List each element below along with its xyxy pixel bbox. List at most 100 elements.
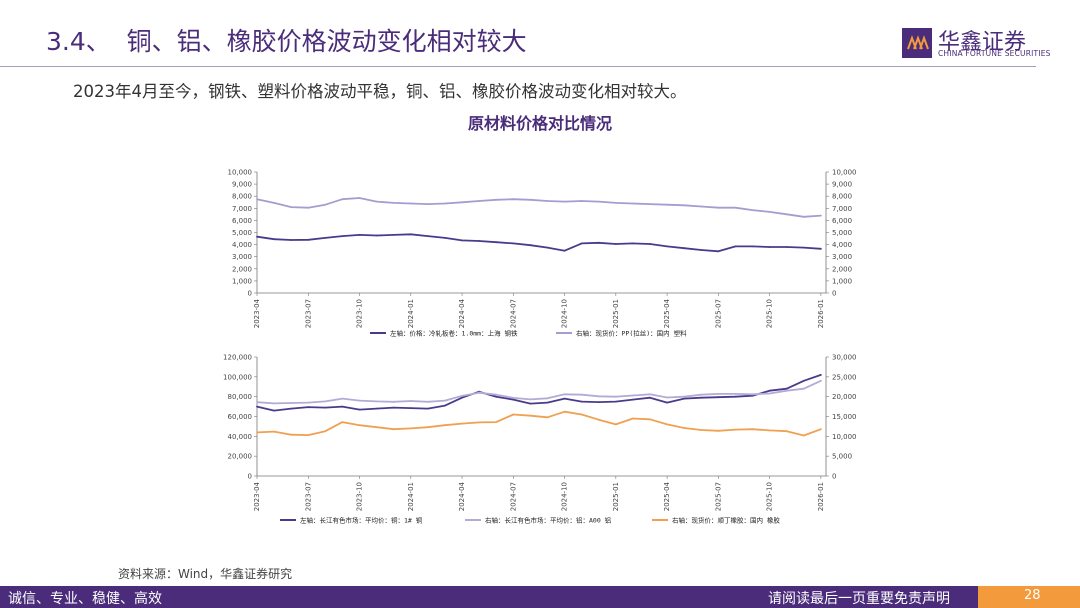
- series-2-point: [529, 198, 532, 201]
- series-2-point: [529, 398, 532, 401]
- x-tick-label: 2024-01: [407, 482, 415, 511]
- series-1-point: [717, 396, 720, 399]
- series-2-point: [751, 209, 754, 212]
- series-1-point: [802, 379, 805, 382]
- x-tick-label: 2025-04: [663, 298, 671, 328]
- series-1-point: [512, 398, 515, 401]
- series-1-point: [563, 249, 566, 252]
- series-3-point: [529, 414, 532, 417]
- y-right-tick-label: 5,000: [832, 453, 852, 461]
- series-1-point: [461, 239, 463, 242]
- series-3-point: [820, 428, 822, 431]
- series-1-point: [529, 402, 532, 405]
- y-left-tick-label: 0: [248, 473, 252, 481]
- logo-mark-graphic: [907, 35, 929, 50]
- series-2-point: [375, 400, 378, 403]
- series-2-point: [751, 393, 754, 396]
- y-right-tick-label: 2,000: [832, 265, 852, 273]
- series-2-point: [358, 399, 361, 402]
- y-right-tick-label: 6,000: [832, 217, 852, 225]
- x-tick-label: 2025-07: [714, 482, 722, 511]
- x-tick-label: 2023-07: [304, 299, 312, 328]
- series-1-point: [307, 238, 310, 241]
- y-right-tick-label: 30,000: [832, 354, 857, 362]
- series-1-point: [290, 239, 293, 241]
- x-tick-label: 2025-10: [766, 299, 774, 328]
- y-right-tick-label: 25,000: [832, 373, 857, 381]
- series-2-point: [785, 213, 788, 216]
- series-3-point: [666, 423, 668, 426]
- series-3-point: [427, 426, 429, 429]
- x-tick-label: 2024-10: [561, 299, 569, 328]
- y-right-tick-label: 20,000: [832, 393, 857, 401]
- series-2-point: [820, 379, 822, 382]
- x-tick-label: 2023-07: [304, 482, 312, 511]
- series-1-point: [273, 238, 275, 241]
- series-2-point: [683, 204, 686, 207]
- y-right-tick-label: 0: [832, 473, 836, 481]
- x-tick-label: 2024-01: [407, 299, 415, 328]
- x-tick-label: 2026-01: [817, 299, 825, 328]
- series-1-point: [768, 246, 771, 248]
- series-1-point: [375, 407, 378, 410]
- series-3-point: [392, 428, 395, 431]
- series-1-point: [290, 407, 293, 410]
- y-left-tick-label: 8,000: [232, 193, 252, 201]
- series-2-point: [666, 396, 668, 399]
- series-1-point: [529, 244, 532, 247]
- page-number-badge: 28: [978, 586, 1080, 608]
- x-tick-label: 2024-10: [561, 482, 569, 511]
- series-2-point: [649, 393, 651, 396]
- series-2-point: [580, 200, 583, 202]
- series-1-point: [666, 245, 668, 248]
- series-1-point: [597, 401, 600, 403]
- series-3-point: [614, 423, 617, 426]
- series-2-point: [478, 200, 480, 202]
- series-1-point: [273, 409, 275, 412]
- series-2-point: [512, 198, 515, 201]
- series-3-point: [632, 417, 634, 420]
- series-2-point: [392, 202, 395, 204]
- legend-label: 右轴：现货价：顺丁橡胶：国内 橡胶: [672, 516, 780, 525]
- series-2-point: [785, 389, 788, 392]
- series-3-point: [324, 430, 327, 433]
- page-number: 28: [1024, 588, 1041, 603]
- series-2-point: [341, 198, 344, 201]
- y-left-tick-label: 3,000: [232, 253, 252, 261]
- y-left-tick-label: 2,000: [232, 265, 252, 273]
- legend-label: 右轴：长江有色市场：平均价：铝：A00 铝: [485, 516, 611, 525]
- series-2-point: [375, 200, 378, 203]
- series-2-point: [614, 395, 617, 398]
- series-2-point: [273, 402, 275, 405]
- x-tick-label: 2025-07: [714, 299, 722, 328]
- series-1-point: [427, 407, 429, 410]
- series-1-point: [751, 245, 754, 248]
- series-3-point: [751, 428, 754, 431]
- page-subtitle: 2023年4月至今，钢铁、塑料价格波动平稳，铜、铝、橡胶价格波动变化相对较大。: [73, 82, 687, 101]
- logo-text-cn: 华鑫证券: [938, 30, 1027, 55]
- series-2-point: [495, 393, 498, 396]
- x-tick-label: 2025-01: [612, 482, 620, 511]
- series-1-point: [580, 400, 583, 403]
- series-3-point: [290, 433, 293, 436]
- series-1-point: [256, 235, 258, 238]
- series-1-point: [597, 241, 600, 244]
- series-1-point: [614, 400, 617, 403]
- source-note: 资料来源：Wind，华鑫证券研究: [118, 567, 293, 581]
- series-2-point: [256, 198, 258, 201]
- y-right-tick-label: 10,000: [832, 433, 857, 441]
- series-1-point: [632, 242, 634, 245]
- brand-logo: 华鑫证券 CHINA FORTUNE SECURITIES: [902, 24, 1050, 60]
- x-tick-label: 2023-04: [253, 298, 261, 328]
- x-tick-label: 2025-10: [766, 482, 774, 511]
- series-1-point: [307, 406, 310, 408]
- series-3-point: [512, 413, 515, 416]
- series-1-point: [820, 247, 822, 250]
- series-3-point: [358, 424, 361, 427]
- y-left-tick-label: 60,000: [228, 413, 253, 421]
- series-1-point: [392, 406, 395, 409]
- series-1-point: [409, 407, 412, 409]
- y-right-tick-label: 1,000: [832, 277, 852, 285]
- y-right-tick-label: 10,000: [832, 169, 857, 177]
- series-1-point: [409, 233, 412, 236]
